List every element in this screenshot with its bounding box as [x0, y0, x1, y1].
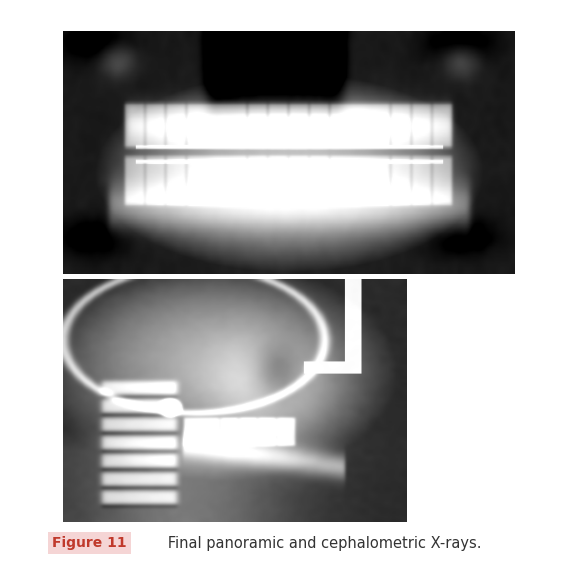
Text: Final panoramic and cephalometric X-rays.: Final panoramic and cephalometric X-rays… — [154, 536, 482, 550]
Text: Figure 11: Figure 11 — [52, 536, 127, 550]
